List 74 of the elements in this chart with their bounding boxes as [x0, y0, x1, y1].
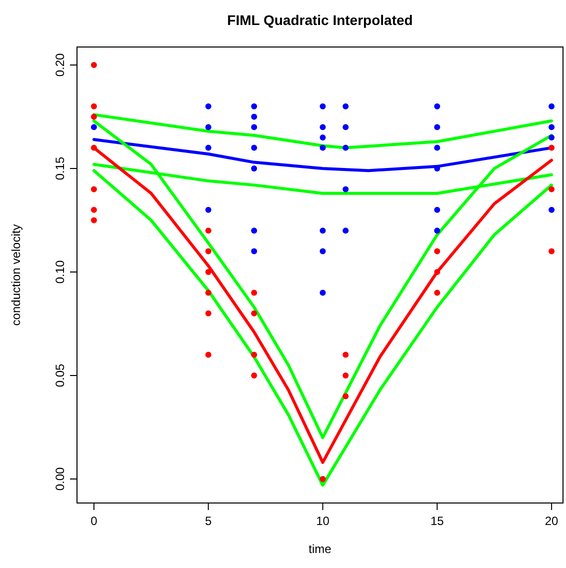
point — [434, 290, 440, 296]
point — [320, 248, 326, 254]
x-tick-label: 10 — [316, 514, 330, 528]
chart-title: FIML Quadratic Interpolated — [227, 12, 413, 28]
line-series — [92, 113, 554, 150]
point — [434, 269, 440, 275]
point — [205, 228, 212, 234]
point — [342, 393, 349, 400]
point — [90, 114, 97, 120]
point — [251, 248, 258, 254]
point — [251, 352, 258, 358]
point — [205, 103, 212, 110]
point — [205, 248, 212, 254]
point — [434, 228, 440, 234]
point — [90, 186, 97, 192]
point — [548, 186, 555, 192]
point — [548, 103, 555, 110]
point — [434, 103, 440, 110]
point — [342, 352, 349, 358]
point — [90, 103, 97, 110]
point — [90, 62, 97, 68]
y-tick-label: 0.20 — [53, 53, 67, 77]
point — [342, 144, 349, 151]
point — [251, 103, 258, 110]
point — [320, 144, 326, 151]
point — [90, 206, 97, 213]
point — [205, 206, 212, 213]
point — [434, 206, 440, 213]
point — [320, 103, 326, 110]
point — [90, 124, 97, 130]
x-tick-label: 5 — [204, 514, 212, 528]
point — [251, 372, 258, 378]
y-tick-label: 0.15 — [53, 156, 67, 180]
x-tick-label: 0 — [90, 514, 98, 528]
point — [548, 134, 555, 140]
x-tick-label: 15 — [430, 514, 444, 528]
point — [434, 248, 440, 254]
x-axis-title: time — [308, 542, 332, 556]
point — [342, 372, 349, 378]
point — [320, 476, 326, 482]
point — [320, 228, 326, 234]
y-tick-label: 0.10 — [53, 260, 67, 284]
point — [205, 269, 212, 275]
point — [251, 310, 258, 316]
point — [342, 186, 349, 192]
point — [251, 166, 258, 172]
point — [90, 217, 97, 224]
x-tick-label: 20 — [544, 514, 559, 528]
point — [434, 124, 440, 130]
point — [251, 228, 258, 234]
point — [205, 290, 212, 296]
point — [342, 124, 349, 130]
point — [251, 144, 258, 151]
point — [548, 248, 555, 254]
point — [548, 124, 555, 130]
y-tick-label: 0.05 — [53, 363, 67, 388]
y-tick-label: 0.00 — [53, 466, 67, 491]
point — [320, 134, 326, 140]
point — [434, 144, 440, 151]
y-axis-title: conduction velocity — [9, 224, 23, 326]
point — [342, 228, 349, 234]
point — [251, 290, 258, 296]
point — [548, 144, 555, 151]
point — [320, 290, 326, 296]
point — [342, 103, 349, 110]
point — [205, 144, 212, 151]
point — [205, 352, 212, 358]
point — [548, 206, 555, 213]
point — [320, 124, 326, 130]
point — [251, 114, 258, 120]
point — [205, 310, 212, 316]
point — [251, 124, 258, 130]
point — [90, 144, 97, 151]
point — [205, 124, 212, 130]
